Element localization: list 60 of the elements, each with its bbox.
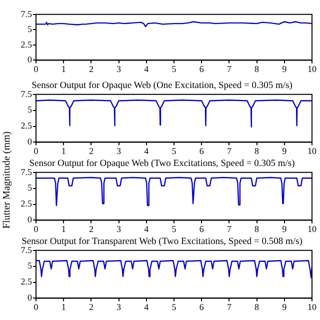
- y-tick-label: 0: [28, 54, 32, 65]
- x-tick-label: 2: [88, 302, 94, 312]
- y-tick-label: 5: [28, 24, 32, 34]
- y-tick-label: 0: [28, 136, 32, 147]
- x-tick-label: 8: [254, 302, 260, 312]
- y-tick-label: 7.5: [20, 166, 32, 177]
- x-tick-label: 7: [226, 146, 232, 156]
- y-tick-label: 2.5: [20, 198, 32, 209]
- x-tick-label: 5: [172, 146, 177, 156]
- x-tick-label: 10: [308, 64, 317, 74]
- x-tick-label: 1: [61, 224, 66, 234]
- x-tick-label: 6: [199, 224, 204, 234]
- x-tick-label: 3: [116, 64, 122, 74]
- x-tick-label: 8: [254, 64, 260, 74]
- x-tick-label: 8: [254, 146, 260, 156]
- chart-title: Sensor Output for Opaque Web (Two Excitations, Speed = 0.305 m/s): [29, 159, 295, 170]
- x-tick-label: 5: [172, 64, 177, 74]
- x-tick-label: 10: [308, 224, 317, 234]
- y-tick-label: 2.5: [20, 120, 32, 131]
- x-tick-label: 3: [116, 302, 122, 312]
- y-tick-label: 7.5: [20, 8, 32, 19]
- y-tick-label: 2.5: [20, 276, 32, 287]
- y-tick-label: 5: [28, 104, 32, 115]
- x-tick-label: 4: [144, 146, 150, 156]
- x-tick-label: 7: [226, 302, 232, 312]
- x-tick-label: 6: [199, 302, 204, 312]
- x-tick-label: 3: [116, 146, 122, 156]
- y-tick-label: 5: [28, 260, 32, 271]
- y-tick-label: 0: [28, 214, 32, 225]
- chart-title: Sensor Output for Transparent Web (Two Excitations, Speed = 0.508 m/s): [22, 237, 302, 248]
- y-tick-label: 0: [28, 292, 32, 303]
- x-tick-label: 4: [144, 64, 150, 74]
- x-tick-label: 6: [199, 146, 204, 156]
- x-tick-label: 2: [88, 64, 94, 74]
- x-tick-label: 4: [144, 224, 150, 234]
- x-tick-label: 1: [61, 146, 66, 156]
- x-tick-label: 9: [282, 64, 288, 74]
- x-tick-label: 4: [144, 302, 150, 312]
- x-tick-label: 6: [199, 64, 204, 74]
- x-tick-label: 8: [254, 224, 260, 234]
- x-tick-label: 9: [282, 224, 288, 234]
- x-tick-label: 9: [282, 302, 288, 312]
- x-tick-label: 3: [116, 224, 122, 234]
- x-tick-label: 9: [282, 146, 288, 156]
- y-tick-label: 2.5: [20, 39, 32, 50]
- x-tick-label: 10: [308, 146, 317, 156]
- y-tick-label: 7.5: [20, 88, 32, 99]
- x-tick-label: 10: [308, 302, 317, 312]
- y-tick-label: 5: [28, 182, 32, 193]
- x-tick-label: 5: [172, 224, 177, 234]
- x-tick-label: 1: [61, 64, 66, 74]
- x-tick-label: 2: [88, 224, 94, 234]
- y-axis-title: Flutter Magnitude (mm): [2, 131, 12, 229]
- x-tick-label: 2: [88, 146, 94, 156]
- chart-title: Sensor Output for Opaque Web (One Excitation, Speed = 0.305 m/s): [32, 81, 292, 92]
- x-tick-label: 7: [226, 224, 232, 234]
- x-tick-label: 1: [61, 302, 66, 312]
- x-tick-label: 7: [226, 64, 232, 74]
- x-tick-label: 5: [172, 302, 177, 312]
- y-tick-label: 7.5: [20, 244, 32, 255]
